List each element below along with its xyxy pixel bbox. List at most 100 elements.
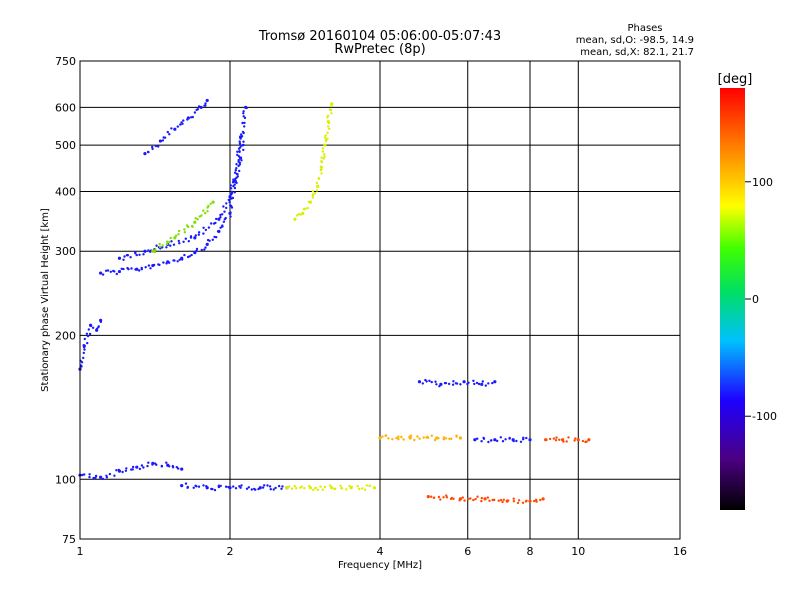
- trace-7-point-0: [180, 484, 184, 488]
- trace-12-fill-3-2: [484, 384, 487, 387]
- trace-9-fill-0-7: [397, 435, 400, 438]
- trace-7-fill-3-7: [274, 486, 277, 490]
- x-tick-label-4: 8: [527, 545, 534, 558]
- chart-title: Tromsø 20160104 05:06:00-05:07:43: [258, 29, 501, 44]
- trace-8-fill-2-5: [340, 487, 344, 490]
- trace-6-fill-5-3: [171, 466, 175, 469]
- trace-0-fill-1-3: [83, 337, 87, 341]
- trace-2-fill-2-4: [177, 239, 180, 243]
- trace-2-fill-6-12: [243, 125, 246, 128]
- trace-10: [473, 436, 532, 444]
- trace-6-fill-3-1: [138, 467, 142, 471]
- trace-7-fill-1-2: [211, 487, 214, 491]
- chart-subtitle: RwPretec (8p): [334, 42, 425, 57]
- trace-12-fill-0-3: [425, 380, 428, 383]
- trace-5-fill-1-4: [307, 200, 311, 204]
- trace-1-fill-5-4: [188, 255, 191, 258]
- trace-1-fill-6-5: [204, 246, 207, 249]
- trace-7-fill-0-4: [192, 486, 195, 489]
- trace-5-fill-0-1: [296, 214, 299, 217]
- trace-4-fill-4-2: [204, 104, 207, 107]
- y-tick-label-1: 100: [55, 473, 76, 486]
- trace-13-fill-2-2: [488, 499, 491, 502]
- trace-6-fill-4-4: [160, 464, 163, 468]
- trace-2-fill-6-14: [243, 121, 246, 125]
- trace-2-fill-3-11: [215, 217, 218, 221]
- trace-12-fill-3-1: [481, 380, 484, 383]
- trace-2-fill-5-2: [230, 191, 234, 195]
- trace-3-fill-0-3: [158, 245, 162, 248]
- trace-0: [78, 318, 103, 371]
- trace-10-fill-2-6: [525, 436, 528, 440]
- trace-2-fill-1-9: [165, 246, 168, 249]
- trace-2-fill-5-6: [232, 178, 235, 181]
- trace-7-fill-1-8: [227, 485, 230, 489]
- trace-2-fill-4-3: [219, 213, 222, 217]
- trace-11-fill-1-2: [565, 440, 568, 443]
- trace-5-point-0: [293, 217, 297, 221]
- trace-4-fill-1-3: [163, 136, 167, 139]
- trace-2-fill-0-9: [138, 253, 141, 256]
- trace-10-fill-2-5: [522, 436, 525, 439]
- trace-9: [378, 434, 463, 442]
- trace-12-fill-1-2: [444, 381, 448, 385]
- trace-1-fill-1-5: [130, 267, 133, 270]
- trace-7-fill-3-9: [280, 487, 283, 490]
- trace-9-fill-1-3: [416, 435, 419, 438]
- trace-2-fill-2-6: [182, 240, 185, 243]
- trace-2-fill-0-10: [142, 253, 145, 256]
- trace-10-fill-1-3: [501, 440, 505, 443]
- trace-1-fill-6-4: [203, 248, 206, 251]
- trace-9-fill-0-10: [402, 438, 405, 441]
- trace-5-fill-2-4: [311, 190, 315, 193]
- trace-5-fill-5-3: [326, 137, 329, 140]
- trace-11-fill-0-1: [545, 438, 548, 442]
- trace-2-fill-1-1: [147, 249, 150, 252]
- trace-5-fill-3-2: [315, 181, 319, 185]
- trace-5-fill-5-2: [324, 138, 327, 142]
- trace-8-fill-1-6: [321, 488, 324, 491]
- trace-1-fill-0-4: [109, 270, 113, 273]
- trace-13-fill-1-8: [480, 496, 483, 500]
- trace-0-fill-1-2: [86, 341, 89, 345]
- trace-2-point-0: [117, 256, 122, 260]
- trace-0-fill-3-3: [99, 320, 103, 324]
- trace-13-fill-3-2: [512, 500, 516, 503]
- trace-1-fill-0-1: [101, 273, 105, 276]
- trace-1-fill-10-5: [234, 169, 237, 172]
- trace-12-fill-2-4: [473, 382, 476, 386]
- trace-13-fill-1-9: [480, 499, 483, 503]
- trace-11-fill-1-3: [567, 436, 570, 439]
- trace-6-fill-3-3: [142, 466, 145, 469]
- trace-8-fill-1-1: [312, 488, 315, 492]
- trace-0-fill-1-1: [82, 344, 86, 347]
- trace-13-fill-3-6: [521, 501, 525, 504]
- trace-5-fill-3-5: [320, 172, 323, 175]
- trace-1-fill-5-1: [181, 258, 184, 261]
- trace-12-fill-0-8: [438, 385, 441, 388]
- trace-5-point-1: [301, 211, 305, 215]
- trace-7-fill-0-1: [184, 482, 188, 485]
- trace-2-fill-3-3: [197, 231, 201, 234]
- trace-10-fill-2-3: [519, 440, 523, 443]
- trace-2-fill-5-7: [231, 181, 235, 184]
- x-tick-labels: 1 2 4 6 8 10 16: [77, 545, 688, 558]
- trace-6-fill-0-5: [92, 476, 95, 480]
- trace-0-fill-0-6: [82, 351, 86, 355]
- trace-2-fill-3-10: [214, 221, 217, 225]
- trace-7-fill-1-7: [224, 485, 228, 488]
- trace-2-fill-5-10: [236, 173, 239, 176]
- trace-12-fill-0-6: [434, 380, 437, 383]
- trace-7-fill-0-6: [195, 485, 198, 488]
- trace-2-fill-4-5: [222, 205, 225, 208]
- trace-3-fill-1-2: [177, 233, 180, 236]
- trace-0-fill-2-3: [95, 327, 99, 330]
- trace-3-fill-2-1: [194, 217, 197, 220]
- trace-13-fill-4-1: [533, 499, 536, 503]
- trace-1-fill-1-6: [134, 268, 137, 271]
- trace-1-fill-0-2: [104, 269, 108, 272]
- data-points: [78, 98, 591, 505]
- trace-0-fill-1-7: [87, 328, 91, 331]
- trace-9-fill-0-1: [381, 435, 384, 438]
- trace-4-fill-2-5: [182, 119, 185, 122]
